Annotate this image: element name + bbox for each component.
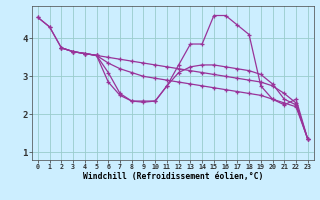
X-axis label: Windchill (Refroidissement éolien,°C): Windchill (Refroidissement éolien,°C) [83, 172, 263, 181]
